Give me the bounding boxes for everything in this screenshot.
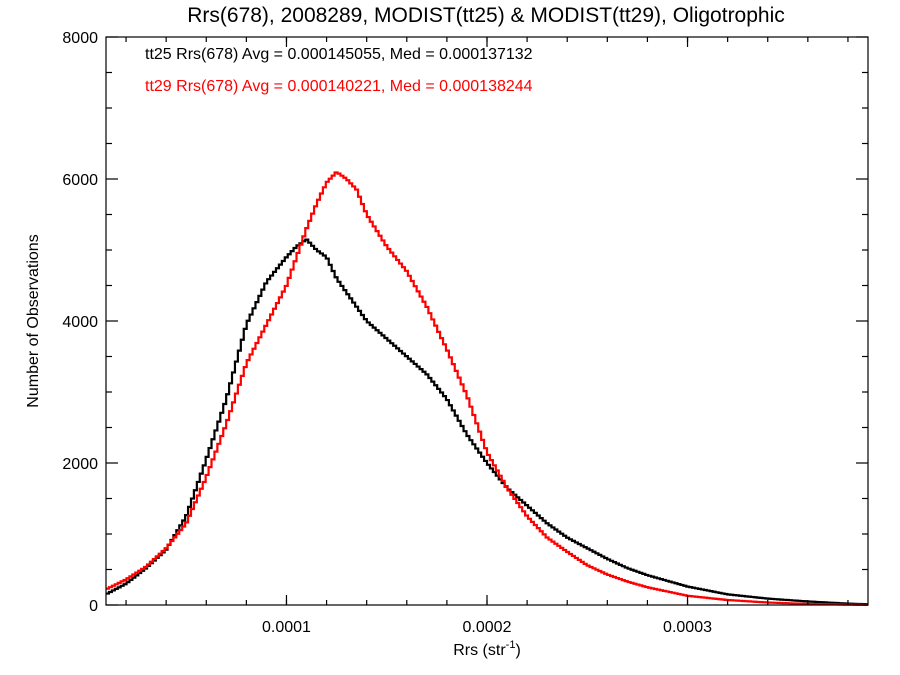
x-axis-label-text: Rrs (str [453,642,506,659]
x-axis-label-superscript: -1 [506,639,516,651]
y-tick-label: 6000 [62,172,98,189]
legend: tt25 Rrs(678) Avg = 0.000145055, Med = 0… [145,46,533,95]
y-tick-label: 4000 [62,314,98,331]
x-axis: 0.0001 0.0002 0.0003 [125,37,849,636]
chart-title: Rrs(678), 2008289, MODIST(tt25) & MODIST… [187,4,785,27]
legend-entry-tt25: tt25 Rrs(678) Avg = 0.000145055, Med = 0… [145,46,533,63]
plot-frame [105,36,869,606]
y-axis-label: Number of Observations [25,234,42,407]
series-line-tt29 [106,171,868,606]
legend-entry-tt29: tt29 Rrs(678) Avg = 0.000140221, Med = 0… [145,78,533,95]
plot-series [106,171,868,606]
y-tick-label: 8000 [62,30,98,47]
x-axis-label: Rrs (str-1) [453,639,521,659]
x-tick-label: 0.0001 [262,619,311,636]
y-axis: 0 2000 4000 6000 8000 [62,30,868,615]
x-tick-label: 0.0003 [663,619,712,636]
x-tick-label: 0.0002 [463,619,512,636]
y-tick-label: 0 [89,598,98,615]
series-line-tt25 [106,238,868,606]
y-tick-label: 2000 [62,456,98,473]
x-axis-label-close: ) [515,642,520,659]
